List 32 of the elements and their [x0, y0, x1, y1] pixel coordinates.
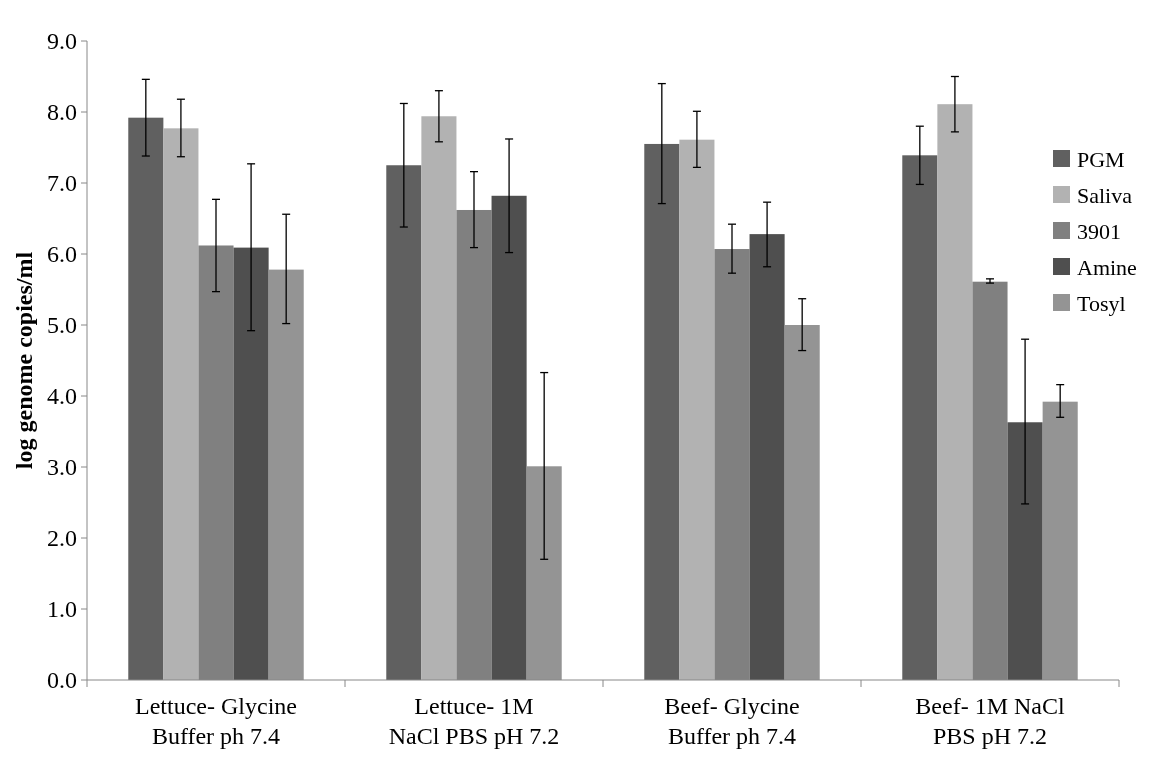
legend-label: Tosyl	[1077, 290, 1126, 316]
bar	[902, 155, 938, 680]
x-tick-label: Beef- 1M NaCl PBS pH 7.2	[915, 693, 1065, 749]
legend-label: Amine	[1077, 254, 1137, 280]
bar	[386, 165, 422, 680]
y-tick-label: 3.0	[47, 454, 77, 481]
legend-label: PGM	[1077, 146, 1125, 172]
x-tick-label: Lettuce- Glycine Buffer ph 7.4	[135, 693, 297, 749]
bar	[233, 247, 269, 680]
legend-label: 3901	[1077, 218, 1121, 244]
y-tick-label: 0.0	[47, 667, 77, 694]
y-tick-label: 2.0	[47, 525, 77, 552]
y-tick-label: 4.0	[47, 383, 77, 410]
bar	[937, 104, 973, 680]
bar	[749, 234, 785, 680]
bar	[128, 117, 164, 680]
x-tick-label: Beef- Glycine Buffer ph 7.4	[664, 693, 800, 749]
bar	[491, 195, 527, 680]
y-tick-label: 6.0	[47, 241, 77, 268]
y-axis-title: log genome copies/ml	[11, 251, 37, 470]
bar	[1007, 422, 1043, 680]
x-tick-label: Lettuce- 1M NaCl PBS pH 7.2	[388, 693, 560, 749]
bar	[679, 139, 715, 680]
y-tick-label: 9.0	[47, 28, 77, 55]
bar	[163, 128, 199, 680]
legend-label: Saliva	[1077, 182, 1133, 208]
bar	[644, 143, 680, 680]
y-tick-label: 7.0	[47, 170, 77, 197]
y-tick-label: 8.0	[47, 99, 77, 126]
bar	[421, 116, 457, 680]
y-tick-label: 1.0	[47, 596, 77, 623]
y-tick-label: 5.0	[47, 312, 77, 339]
